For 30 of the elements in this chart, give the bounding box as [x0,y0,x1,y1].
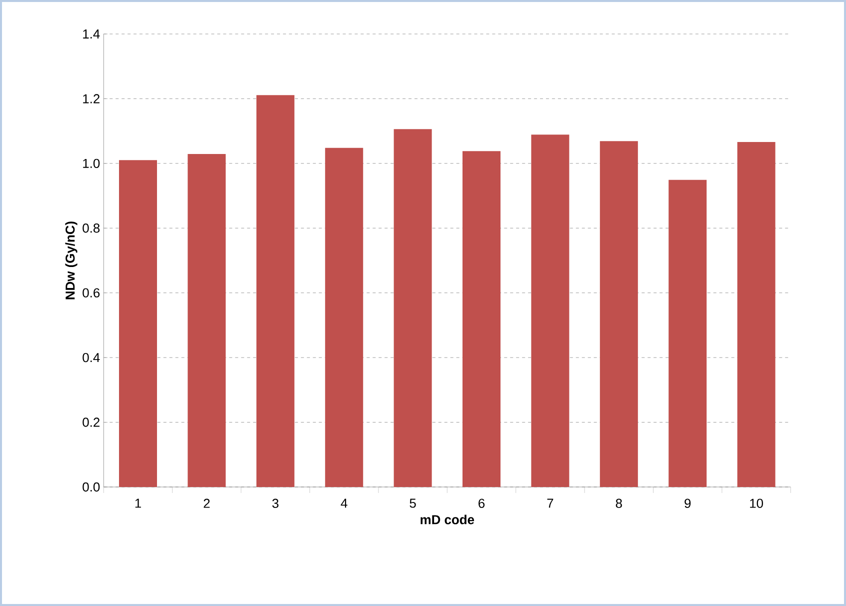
x-tick-label: 8 [616,498,622,508]
x-tick-label: 10 [750,498,764,508]
x-tick-label: 9 [684,498,691,508]
bar [737,142,776,487]
x-tick-label: 4 [340,498,348,508]
x-tick-label: 7 [547,498,554,508]
y-tick-label: 0.4 [82,352,100,362]
y-axis-title: NDw (Gy/nC) [65,222,78,300]
bar [325,148,364,487]
x-tick-label: 1 [135,498,141,508]
y-tick-label: 0.2 [82,418,100,427]
x-tick-label: 3 [272,498,278,508]
y-tick-label: 0.8 [82,224,100,233]
x-tick-label: 6 [478,498,485,508]
y-tick-label: 1.0 [83,158,100,168]
bar [600,141,638,487]
bar [462,151,501,487]
x-tick-label: 2 [204,498,210,508]
bar [668,180,707,487]
y-tick-label: 1.4 [83,30,100,38]
bar [394,129,432,487]
y-tick-label: 0.0 [82,482,100,492]
y-tick-label: 0.6 [82,288,100,298]
y-tick-label: 1.2 [83,94,100,104]
bar [188,154,226,487]
x-axis-title: mD code [420,514,474,524]
bar [119,160,158,487]
bar [256,95,294,487]
bar [531,134,570,487]
x-tick-label: 5 [410,498,416,508]
